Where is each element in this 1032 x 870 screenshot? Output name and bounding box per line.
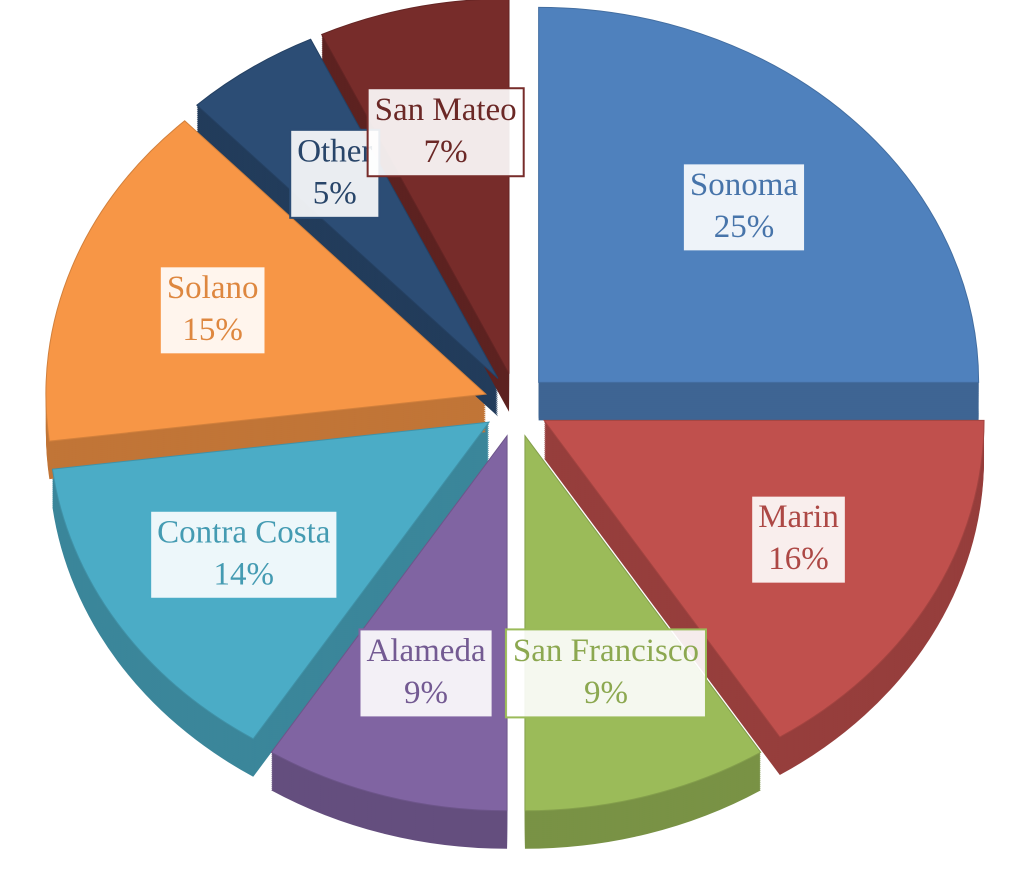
label-box — [366, 87, 525, 178]
data-label: Sonoma 25% — [681, 162, 807, 253]
label-value: 25% — [714, 209, 775, 245]
label-category: Contra Costa — [157, 514, 331, 550]
data-label: Alameda 9% — [358, 628, 494, 719]
label-box — [358, 628, 494, 719]
label-box — [681, 162, 807, 253]
data-label: San Francisco 9% — [504, 628, 707, 719]
label-category: Solano — [167, 270, 259, 306]
label-value: 9% — [584, 675, 628, 711]
label-value: 14% — [214, 556, 275, 592]
label-box — [149, 509, 339, 600]
data-label: San Mateo 7% — [366, 87, 525, 178]
data-label: Contra Costa 14% — [149, 509, 339, 600]
label-category: Marin — [758, 499, 839, 535]
label-box — [750, 494, 847, 585]
label-box — [158, 265, 267, 356]
data-label: Solano 15% — [158, 265, 267, 356]
label-category: Alameda — [366, 633, 485, 669]
data-label: Other 5% — [289, 128, 381, 219]
label-value: 5% — [313, 175, 357, 211]
label-category: San Francisco — [513, 633, 699, 669]
label-category: San Mateo — [375, 92, 517, 128]
label-value: 9% — [404, 675, 448, 711]
label-category: Other — [297, 133, 372, 169]
label-value: 15% — [182, 312, 243, 348]
label-category: Sonoma — [690, 167, 799, 203]
label-value: 7% — [424, 134, 468, 170]
label-box — [504, 628, 707, 719]
data-labels: Sonoma 25% Marin 16% San Francisco 9% Alameda 9… — [149, 87, 847, 719]
label-box — [289, 128, 381, 219]
label-value: 16% — [768, 541, 829, 577]
data-label: Marin 16% — [750, 494, 847, 585]
